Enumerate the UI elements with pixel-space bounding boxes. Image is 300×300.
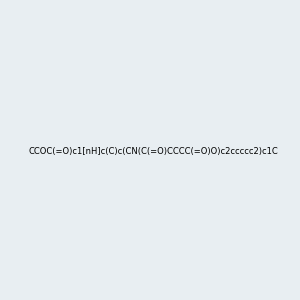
Text: CCOC(=O)c1[nH]c(C)c(CN(C(=O)CCCC(=O)O)c2ccccc2)c1C: CCOC(=O)c1[nH]c(C)c(CN(C(=O)CCCC(=O)O)c2… bbox=[29, 147, 279, 156]
